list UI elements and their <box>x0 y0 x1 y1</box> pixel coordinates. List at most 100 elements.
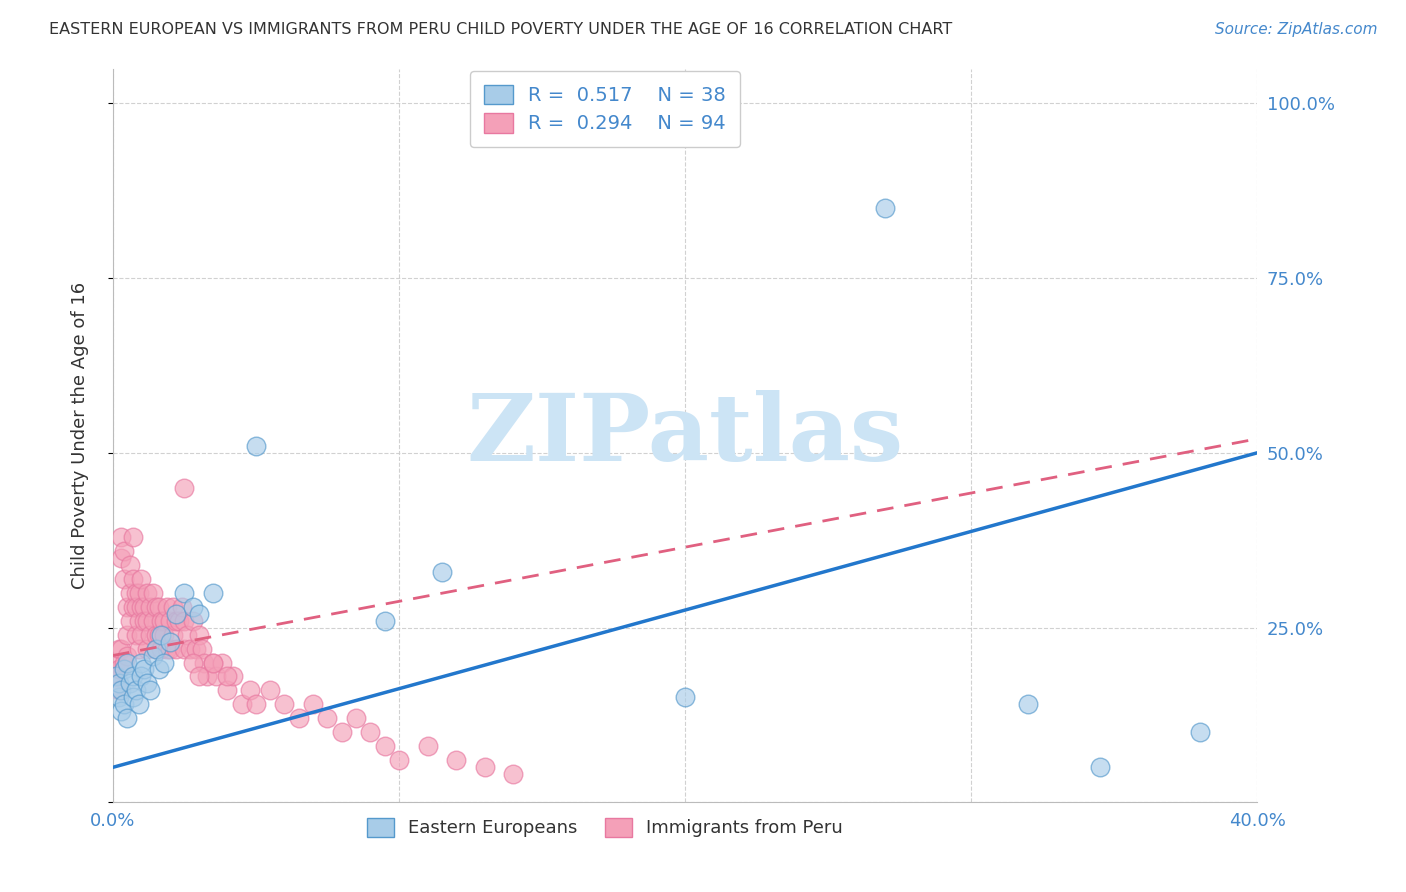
Point <box>131 599 153 614</box>
Point <box>162 599 184 614</box>
Text: Source: ZipAtlas.com: Source: ZipAtlas.com <box>1215 22 1378 37</box>
Point <box>134 663 156 677</box>
Point <box>104 669 127 683</box>
Point <box>173 481 195 495</box>
Point <box>156 641 179 656</box>
Point <box>145 599 167 614</box>
Point <box>259 683 281 698</box>
Point <box>156 599 179 614</box>
Point <box>201 656 224 670</box>
Point <box>136 585 159 599</box>
Point <box>170 599 193 614</box>
Point <box>112 698 135 712</box>
Point <box>139 627 162 641</box>
Point <box>148 599 170 614</box>
Point <box>173 585 195 599</box>
Point <box>195 669 218 683</box>
Point <box>1017 698 1039 712</box>
Point <box>142 614 165 628</box>
Point <box>110 705 132 719</box>
Point <box>176 627 198 641</box>
Point <box>302 698 325 712</box>
Point <box>167 614 190 628</box>
Point <box>112 656 135 670</box>
Point <box>125 683 148 698</box>
Point <box>128 585 150 599</box>
Point <box>184 641 207 656</box>
Point <box>115 656 138 670</box>
Point <box>131 656 153 670</box>
Point <box>1188 725 1211 739</box>
Point <box>145 641 167 656</box>
Point <box>173 641 195 656</box>
Point <box>359 725 381 739</box>
Point <box>145 641 167 656</box>
Point <box>148 627 170 641</box>
Point <box>474 760 496 774</box>
Point <box>118 585 141 599</box>
Point <box>131 669 153 683</box>
Point <box>115 627 138 641</box>
Point <box>181 599 204 614</box>
Point <box>162 627 184 641</box>
Point <box>165 614 187 628</box>
Point <box>122 669 145 683</box>
Point <box>165 641 187 656</box>
Point <box>150 641 173 656</box>
Point <box>115 648 138 663</box>
Point <box>165 607 187 621</box>
Point <box>131 572 153 586</box>
Point <box>153 656 176 670</box>
Point <box>673 690 696 705</box>
Point <box>374 614 396 628</box>
Point <box>150 614 173 628</box>
Point <box>128 614 150 628</box>
Point <box>122 599 145 614</box>
Point <box>122 690 145 705</box>
Point <box>245 439 267 453</box>
Point <box>187 627 209 641</box>
Point <box>374 739 396 754</box>
Point <box>115 599 138 614</box>
Point <box>211 656 233 670</box>
Point <box>122 572 145 586</box>
Point <box>330 725 353 739</box>
Point <box>173 614 195 628</box>
Point <box>502 767 524 781</box>
Point <box>153 614 176 628</box>
Point <box>125 585 148 599</box>
Point <box>107 683 129 698</box>
Point <box>273 698 295 712</box>
Point <box>118 676 141 690</box>
Point <box>217 669 239 683</box>
Point <box>181 656 204 670</box>
Point <box>190 641 212 656</box>
Point <box>118 614 141 628</box>
Point <box>134 614 156 628</box>
Legend: Eastern Europeans, Immigrants from Peru: Eastern Europeans, Immigrants from Peru <box>360 811 851 845</box>
Point <box>316 711 339 725</box>
Point <box>115 711 138 725</box>
Point <box>193 656 215 670</box>
Point <box>159 614 181 628</box>
Point <box>112 543 135 558</box>
Point <box>187 607 209 621</box>
Point <box>107 641 129 656</box>
Point <box>153 627 176 641</box>
Point <box>125 599 148 614</box>
Point <box>107 663 129 677</box>
Point <box>112 572 135 586</box>
Point <box>288 711 311 725</box>
Point <box>430 565 453 579</box>
Point <box>150 627 173 641</box>
Point <box>107 690 129 705</box>
Point <box>148 663 170 677</box>
Point <box>110 641 132 656</box>
Point <box>181 614 204 628</box>
Point <box>110 683 132 698</box>
Point <box>187 669 209 683</box>
Point <box>222 669 245 683</box>
Text: EASTERN EUROPEAN VS IMMIGRANTS FROM PERU CHILD POVERTY UNDER THE AGE OF 16 CORRE: EASTERN EUROPEAN VS IMMIGRANTS FROM PERU… <box>49 22 952 37</box>
Point <box>245 698 267 712</box>
Point <box>110 550 132 565</box>
